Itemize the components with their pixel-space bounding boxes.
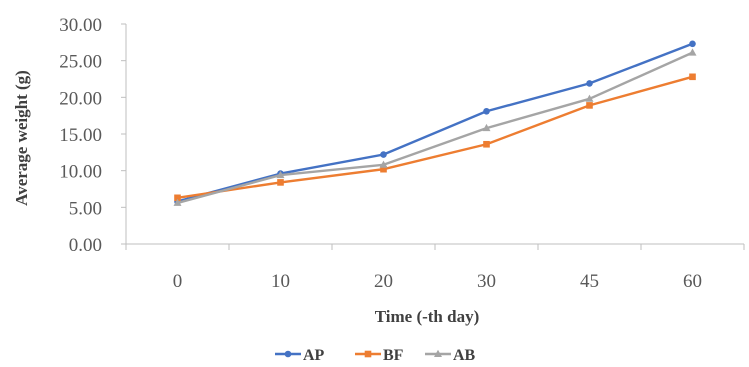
data-point-ap — [586, 80, 593, 87]
data-point-ap — [483, 107, 490, 115]
y-tick-label: 5.00 — [69, 198, 102, 219]
series-line-ab — [176, 51, 694, 205]
legend-label: BF — [383, 347, 404, 364]
y-axis-title: Average weight (g) — [12, 70, 31, 206]
data-point-bf — [483, 140, 490, 148]
legend-swatch-marker — [364, 350, 372, 358]
x-tick-label: 30 — [477, 271, 496, 292]
legend-label: AP — [303, 347, 325, 364]
series-line-ap — [176, 42, 694, 203]
y-tick-label: 10.00 — [59, 162, 102, 183]
data-point-bf — [689, 73, 696, 81]
x-tick-label: 60 — [683, 271, 702, 292]
data-point-ap — [689, 40, 696, 48]
data-point-ab — [173, 198, 182, 206]
series-ap — [174, 40, 696, 205]
data-point-ab — [276, 170, 285, 179]
series-bf — [174, 73, 696, 202]
series-lines — [173, 40, 697, 206]
y-tick-label: 0.00 — [69, 235, 102, 256]
y-tick-label: 15.00 — [59, 125, 102, 146]
y-axis: 0.00 5.00 10.00 15.00 20.00 25.00 30.00 — [59, 15, 127, 256]
x-tick-label: 10 — [271, 271, 290, 292]
data-point-ab — [379, 160, 388, 168]
x-tick-label: 20 — [374, 271, 393, 292]
data-point-bf — [380, 165, 387, 173]
legend: AP BF AB — [275, 347, 476, 364]
data-point-ap — [380, 151, 387, 158]
data-point-ab — [688, 48, 697, 56]
data-point-bf — [586, 102, 593, 109]
legend-item-bf: BF — [355, 347, 404, 364]
legend-swatch-marker — [284, 350, 292, 358]
legend-item-ab: AB — [425, 347, 476, 364]
legend-item-ap: AP — [275, 347, 325, 364]
data-point-ab — [482, 123, 491, 132]
y-tick-label: 20.00 — [59, 88, 102, 109]
x-tick-label: 45 — [580, 271, 599, 292]
series-ab — [173, 48, 697, 206]
x-axis: 0 10 20 30 45 60 — [125, 243, 745, 292]
x-tick-label: 0 — [173, 271, 183, 292]
y-tick-label: 25.00 — [59, 52, 102, 73]
legend-swatch-marker — [434, 349, 442, 357]
data-point-bf — [277, 179, 284, 186]
x-axis-title: Time (-th day) — [375, 307, 480, 326]
series-line-bf — [176, 75, 694, 200]
legend-label: AB — [453, 347, 476, 364]
data-point-ab — [585, 94, 594, 102]
data-point-bf — [174, 194, 181, 202]
y-tick-label: 30.00 — [59, 15, 102, 36]
